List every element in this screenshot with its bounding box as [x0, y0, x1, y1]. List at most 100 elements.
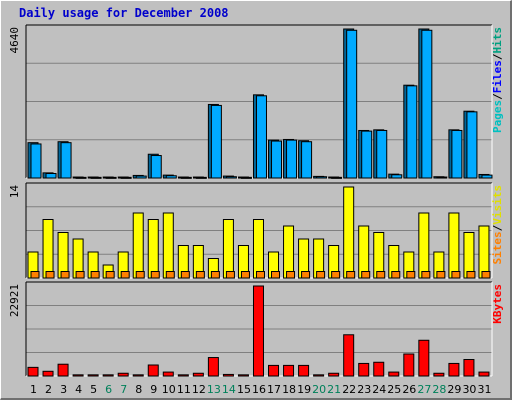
- visits-bar-27: [418, 212, 430, 279]
- day-label-5: 5: [90, 383, 97, 396]
- day-label-20: 20: [312, 383, 326, 396]
- panel-3-ymax-label: 22921: [8, 284, 21, 317]
- day-label-9: 9: [150, 383, 157, 396]
- sites-bar-10: [165, 271, 175, 279]
- files-bar-11: [180, 176, 192, 179]
- kbytes-bar-20: [313, 374, 325, 377]
- day-label-12: 12: [192, 383, 206, 396]
- panel-2-legend: Sites/Visits: [491, 185, 504, 265]
- files-bar-5: [90, 176, 102, 179]
- sites-bar-30: [466, 271, 476, 279]
- kbytes-bar-11: [177, 374, 189, 377]
- files-bar-29: [451, 129, 463, 179]
- kbytes-bar-19: [298, 364, 310, 377]
- day-label-19: 19: [297, 383, 311, 396]
- files-bar-6: [105, 176, 117, 179]
- day-label-22: 22: [342, 383, 356, 396]
- day-label-6: 6: [105, 383, 112, 396]
- kbytes-bar-30: [463, 359, 475, 377]
- visits-bar-18: [283, 225, 295, 279]
- kbytes-bar-23: [358, 362, 370, 377]
- day-label-18: 18: [282, 383, 296, 396]
- panel-1-legend-item-0: Pages: [491, 100, 504, 133]
- sites-bar-27: [421, 271, 431, 279]
- day-label-2: 2: [45, 383, 52, 396]
- day-label-30: 30: [462, 383, 476, 396]
- day-label-21: 21: [327, 383, 341, 396]
- day-label-26: 26: [402, 383, 416, 396]
- panel-2-legend-item-1: /: [491, 224, 504, 231]
- day-label-11: 11: [177, 383, 191, 396]
- files-bar-22: [346, 29, 358, 179]
- panel-1-legend-item-1: /: [491, 93, 504, 100]
- kbytes-bar-8: [132, 374, 144, 377]
- kbytes-bar-21: [328, 372, 340, 377]
- kbytes-bar-22: [343, 334, 355, 377]
- files-bar-1: [30, 143, 42, 179]
- sites-bar-14: [225, 271, 235, 279]
- day-label-7: 7: [120, 383, 127, 396]
- day-label-31: 31: [477, 383, 491, 396]
- day-label-14: 14: [222, 383, 236, 396]
- visits-bar-29: [448, 212, 460, 279]
- panel-2-ymax-label: 14: [8, 185, 21, 199]
- sites-bar-5: [90, 271, 100, 279]
- kbytes-bar-6: [102, 374, 114, 377]
- panel-1-ymax-label: 4640: [8, 27, 21, 54]
- sites-bar-17: [271, 271, 281, 279]
- files-bar-28: [436, 176, 448, 179]
- kbytes-bar-1: [27, 366, 39, 377]
- sites-bar-9: [150, 271, 160, 279]
- panel-1-legend-item-2: Files: [491, 60, 504, 93]
- kbytes-bar-18: [283, 364, 295, 377]
- sites-bar-11: [180, 271, 190, 279]
- kbytes-bar-13: [207, 357, 219, 377]
- kbytes-bar-26: [403, 353, 415, 377]
- kbytes-bar-4: [72, 374, 84, 377]
- kbytes-bar-31: [478, 371, 490, 377]
- files-bar-9: [150, 155, 162, 179]
- sites-bar-8: [135, 271, 145, 279]
- sites-bar-15: [240, 271, 250, 279]
- kbytes-bar-27: [418, 339, 430, 377]
- sites-bar-19: [301, 271, 311, 279]
- files-bar-31: [481, 174, 493, 179]
- sites-bar-18: [286, 271, 296, 279]
- day-label-25: 25: [387, 383, 401, 396]
- sites-bar-28: [436, 271, 446, 279]
- kbytes-bar-10: [162, 371, 174, 377]
- sites-bar-12: [195, 271, 205, 279]
- visits-bar-9: [147, 219, 159, 279]
- kbytes-bar-14: [222, 373, 234, 377]
- sites-bar-7: [120, 271, 130, 279]
- day-label-16: 16: [252, 383, 266, 396]
- day-label-27: 27: [417, 383, 431, 396]
- sites-bar-20: [316, 271, 326, 279]
- files-bar-17: [271, 140, 283, 179]
- visits-bar-31: [478, 225, 490, 279]
- kbytes-bar-15: [237, 374, 249, 377]
- files-bar-7: [120, 176, 132, 179]
- sites-bar-29: [451, 271, 461, 279]
- day-label-24: 24: [372, 383, 386, 396]
- day-label-4: 4: [75, 383, 82, 396]
- visits-bar-22: [343, 186, 355, 279]
- visits-bar-14: [222, 219, 234, 279]
- sites-bar-16: [255, 271, 265, 279]
- panel-3-legend-item-0: KBytes: [491, 284, 504, 324]
- files-bar-20: [316, 176, 328, 179]
- day-label-13: 13: [207, 383, 221, 396]
- sites-bar-23: [361, 271, 371, 279]
- sites-bar-2: [45, 271, 55, 279]
- kbytes-bar-9: [147, 364, 159, 377]
- kbytes-bar-24: [373, 361, 385, 377]
- day-label-1: 1: [30, 383, 37, 396]
- panel-2-legend-item-0: Sites: [491, 231, 504, 264]
- kbytes-bar-28: [433, 372, 445, 377]
- visits-bar-16: [252, 219, 264, 279]
- visits-bar-2: [42, 219, 54, 279]
- files-bar-14: [225, 176, 237, 179]
- sites-bar-21: [331, 271, 341, 279]
- kbytes-bar-12: [192, 372, 204, 377]
